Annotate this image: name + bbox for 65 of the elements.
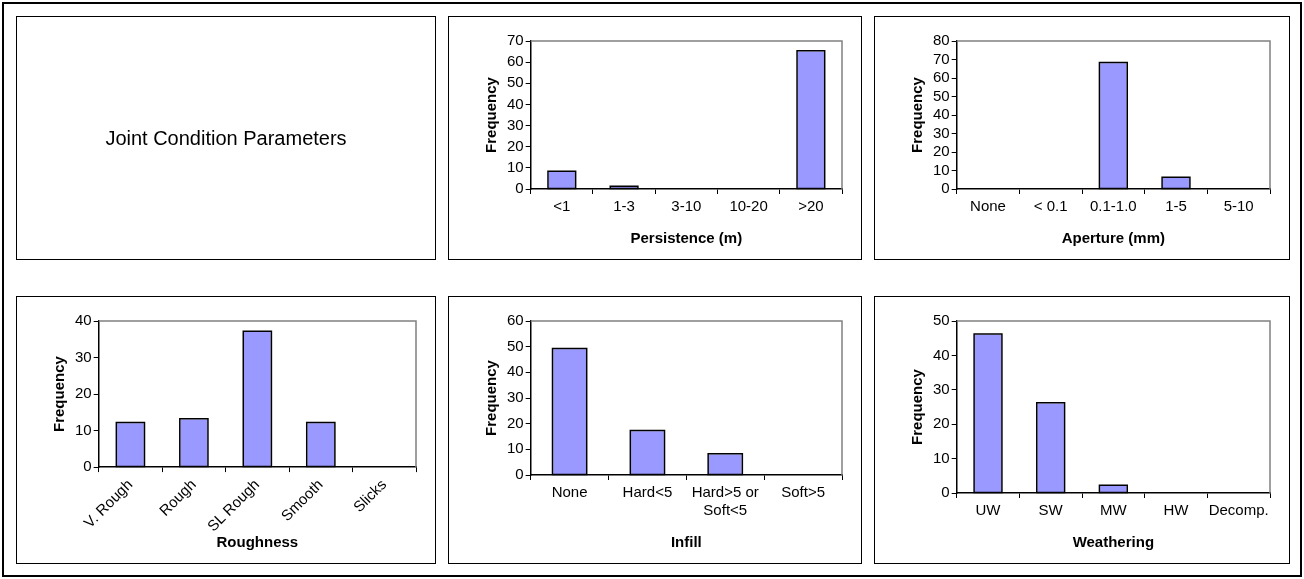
x-axis-title: Aperture (mm): [1061, 229, 1166, 247]
x-tick-label: Soft>5: [781, 483, 825, 501]
y-tick-label: 50: [507, 336, 524, 354]
y-tick-label: 30: [507, 115, 524, 133]
x-tick-label: >20: [798, 197, 824, 215]
y-tick-label: 60: [507, 311, 524, 329]
x-axis-title: Roughness: [216, 533, 299, 551]
x-tick-label: None: [970, 197, 1006, 215]
y-tick-label: 10: [507, 439, 524, 457]
x-axis-title: Weathering: [1072, 533, 1155, 551]
x-tick-label: 10-20: [729, 197, 768, 215]
y-tick-label: 40: [75, 311, 92, 329]
y-tick-label: 20: [933, 142, 950, 160]
y-tick-label: 30: [75, 347, 92, 365]
y-tick-label: 10: [933, 160, 950, 178]
x-tick-label: HW: [1163, 501, 1190, 519]
y-tick-label: 40: [507, 362, 524, 380]
y-tick-label: 20: [507, 136, 524, 154]
y-tick-label: 30: [933, 379, 950, 397]
x-tick-label: <1: [553, 197, 571, 215]
x-tick-label: 3-10: [671, 197, 702, 215]
y-tick-label: 0: [515, 179, 524, 197]
y-axis-title: Frequency: [482, 359, 500, 436]
y-tick-label: 40: [933, 105, 950, 123]
y-tick-label: 70: [933, 49, 950, 67]
y-tick-label: 0: [941, 483, 950, 501]
x-tick-label: SW: [1038, 501, 1064, 519]
y-tick-label: 10: [507, 158, 524, 175]
y-tick-label: 20: [75, 384, 92, 402]
y-tick-label: 0: [83, 457, 92, 475]
y-tick-label: 10: [933, 448, 950, 466]
x-tick-label: 5-10: [1223, 197, 1254, 215]
x-tick-label: 1-3: [613, 197, 635, 215]
y-tick-label: 40: [507, 94, 524, 112]
y-tick-label: 60: [933, 68, 950, 86]
y-tick-label: 50: [933, 311, 950, 329]
x-tick-label: Decomp.: [1208, 501, 1269, 519]
y-axis-title: Frequency: [50, 355, 68, 432]
y-tick-label: 20: [933, 414, 950, 432]
x-tick-label: 0.1-1.0: [1089, 197, 1137, 215]
y-tick-label: 20: [507, 413, 524, 431]
y-axis-title: Frequency: [482, 76, 500, 153]
y-tick-label: 50: [933, 86, 950, 104]
x-tick-label: < 0.1: [1033, 197, 1068, 215]
y-tick-label: 0: [941, 179, 950, 197]
x-tick-label: UW: [975, 501, 1002, 519]
y-tick-label: 50: [507, 73, 524, 91]
y-axis-title: Frequency: [908, 368, 926, 445]
y-tick-label: 30: [507, 388, 524, 406]
y-tick-label: 0: [515, 465, 524, 483]
x-axis-title: Infill: [670, 533, 702, 551]
x-tick-label: Hard>5 or Soft<5: [691, 483, 759, 519]
x-tick-label: MW: [1100, 501, 1128, 519]
x-axis-title: Persistence (m): [630, 229, 743, 247]
x-tick-label: None: [551, 483, 588, 501]
y-tick-label: 60: [507, 52, 524, 70]
text: Joint Condition Parameters: [105, 126, 347, 150]
y-tick-label: 10: [75, 420, 92, 438]
x-tick-label: 1-5: [1165, 197, 1187, 215]
y-axis-title: Frequency: [908, 76, 926, 153]
y-tick-label: 40: [933, 345, 950, 363]
y-tick-label: 70: [507, 31, 524, 49]
x-tick-label: Hard<5: [622, 483, 673, 501]
y-tick-label: 30: [933, 123, 950, 141]
y-tick-label: 80: [933, 31, 950, 49]
